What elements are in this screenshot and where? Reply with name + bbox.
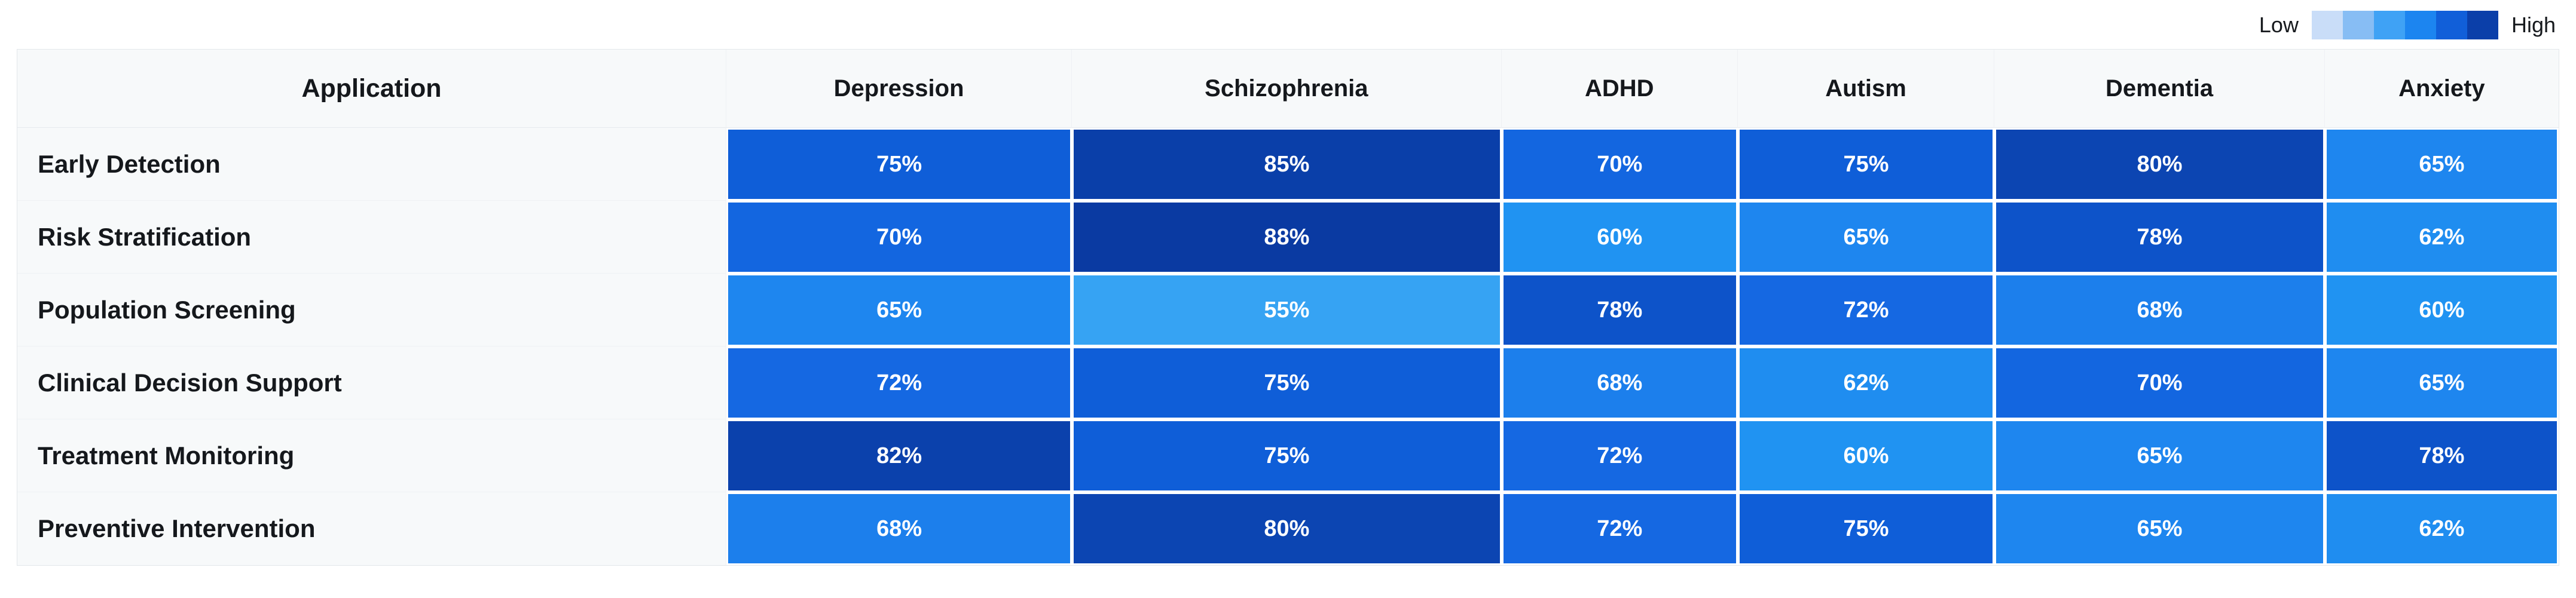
- heatmap-cell: 65%: [1994, 492, 2325, 565]
- legend: Low High: [17, 0, 2559, 49]
- heatmap-cell: 68%: [726, 492, 1072, 565]
- legend-swatch: [2436, 11, 2467, 39]
- heatmap-cell: 70%: [1994, 346, 2325, 419]
- heatmap-cell: 70%: [726, 201, 1072, 274]
- legend-gradient: [2311, 11, 2498, 39]
- heatmap-cell: 72%: [1501, 492, 1738, 565]
- heatmap-cell: 78%: [1501, 274, 1738, 346]
- heatmap-cell: 72%: [726, 346, 1072, 419]
- table-body: Early Detection 75% 85% 70% 75% 80% 65% Risk St…: [17, 128, 2559, 565]
- row-label: Population Screening: [17, 274, 727, 346]
- column-header: Depression: [726, 50, 1072, 128]
- heatmap-cell: 88%: [1072, 201, 1502, 274]
- heatmap-cell: 62%: [2324, 492, 2559, 565]
- row-label: Treatment Monitoring: [17, 419, 727, 492]
- row-label: Early Detection: [17, 128, 727, 201]
- legend-high-label: High: [2511, 13, 2556, 37]
- legend-swatch: [2342, 11, 2374, 39]
- column-header: Autism: [1737, 50, 1995, 128]
- heatmap-cell: 62%: [2324, 201, 2559, 274]
- row-label: Risk Stratification: [17, 201, 727, 274]
- heatmap-cell: 65%: [1994, 419, 2325, 492]
- heatmap-cell: 65%: [726, 274, 1072, 346]
- heatmap-cell: 65%: [1737, 201, 1995, 274]
- table-row: Early Detection 75% 85% 70% 75% 80% 65%: [17, 128, 2559, 201]
- heatmap-cell: 80%: [1994, 128, 2325, 201]
- heatmap-cell: 75%: [1737, 492, 1995, 565]
- heatmap-cell: 65%: [2324, 128, 2559, 201]
- heatmap-cell: 72%: [1737, 274, 1995, 346]
- heatmap-cell: 55%: [1072, 274, 1502, 346]
- heatmap-cell: 75%: [1737, 128, 1995, 201]
- heatmap-cell: 82%: [726, 419, 1072, 492]
- legend-swatch: [2467, 11, 2498, 39]
- table-row: Risk Stratification 70% 88% 60% 65% 78% 62%: [17, 201, 2559, 274]
- column-header: ADHD: [1501, 50, 1738, 128]
- heatmap-cell: 60%: [2324, 274, 2559, 346]
- heatmap-cell: 68%: [1994, 274, 2325, 346]
- table-row: Preventive Intervention 68% 80% 72% 75% 65% 62…: [17, 492, 2559, 565]
- heatmap-cell: 68%: [1501, 346, 1738, 419]
- legend-swatch: [2311, 11, 2343, 39]
- column-header: Dementia: [1994, 50, 2325, 128]
- column-header: Schizophrenia: [1072, 50, 1502, 128]
- table-row: Population Screening 65% 55% 78% 72% 68% 60%: [17, 274, 2559, 346]
- row-label: Clinical Decision Support: [17, 346, 727, 419]
- table-row: Clinical Decision Support 72% 75% 68% 62% 70%…: [17, 346, 2559, 419]
- heatmap-cell: 75%: [1072, 346, 1502, 419]
- legend-swatch: [2373, 11, 2405, 39]
- heatmap-cell: 78%: [2324, 419, 2559, 492]
- heatmap-cell: 75%: [726, 128, 1072, 201]
- column-header: Anxiety: [2324, 50, 2559, 128]
- heatmap-cell: 78%: [1994, 201, 2325, 274]
- heatmap-table: Application Depression Schizophrenia ADHD A…: [17, 49, 2559, 566]
- application-header: Application: [17, 50, 727, 128]
- heatmap-cell: 80%: [1072, 492, 1502, 565]
- heatmap-cell: 70%: [1501, 128, 1738, 201]
- heatmap-cell: 62%: [1737, 346, 1995, 419]
- legend-swatch: [2404, 11, 2436, 39]
- heatmap-cell: 85%: [1072, 128, 1502, 201]
- table-row: Treatment Monitoring 82% 75% 72% 60% 65% 78%: [17, 419, 2559, 492]
- heatmap-page: Low High Application Depression Schizophr…: [17, 0, 2559, 566]
- heatmap-cell: 75%: [1072, 419, 1502, 492]
- legend-low-label: Low: [2259, 13, 2299, 37]
- heatmap-cell: 60%: [1501, 201, 1738, 274]
- heatmap-cell: 72%: [1501, 419, 1738, 492]
- row-label: Preventive Intervention: [17, 492, 727, 565]
- header-row: Application Depression Schizophrenia ADHD A…: [17, 50, 2559, 128]
- heatmap-cell: 60%: [1737, 419, 1995, 492]
- heatmap-cell: 65%: [2324, 346, 2559, 419]
